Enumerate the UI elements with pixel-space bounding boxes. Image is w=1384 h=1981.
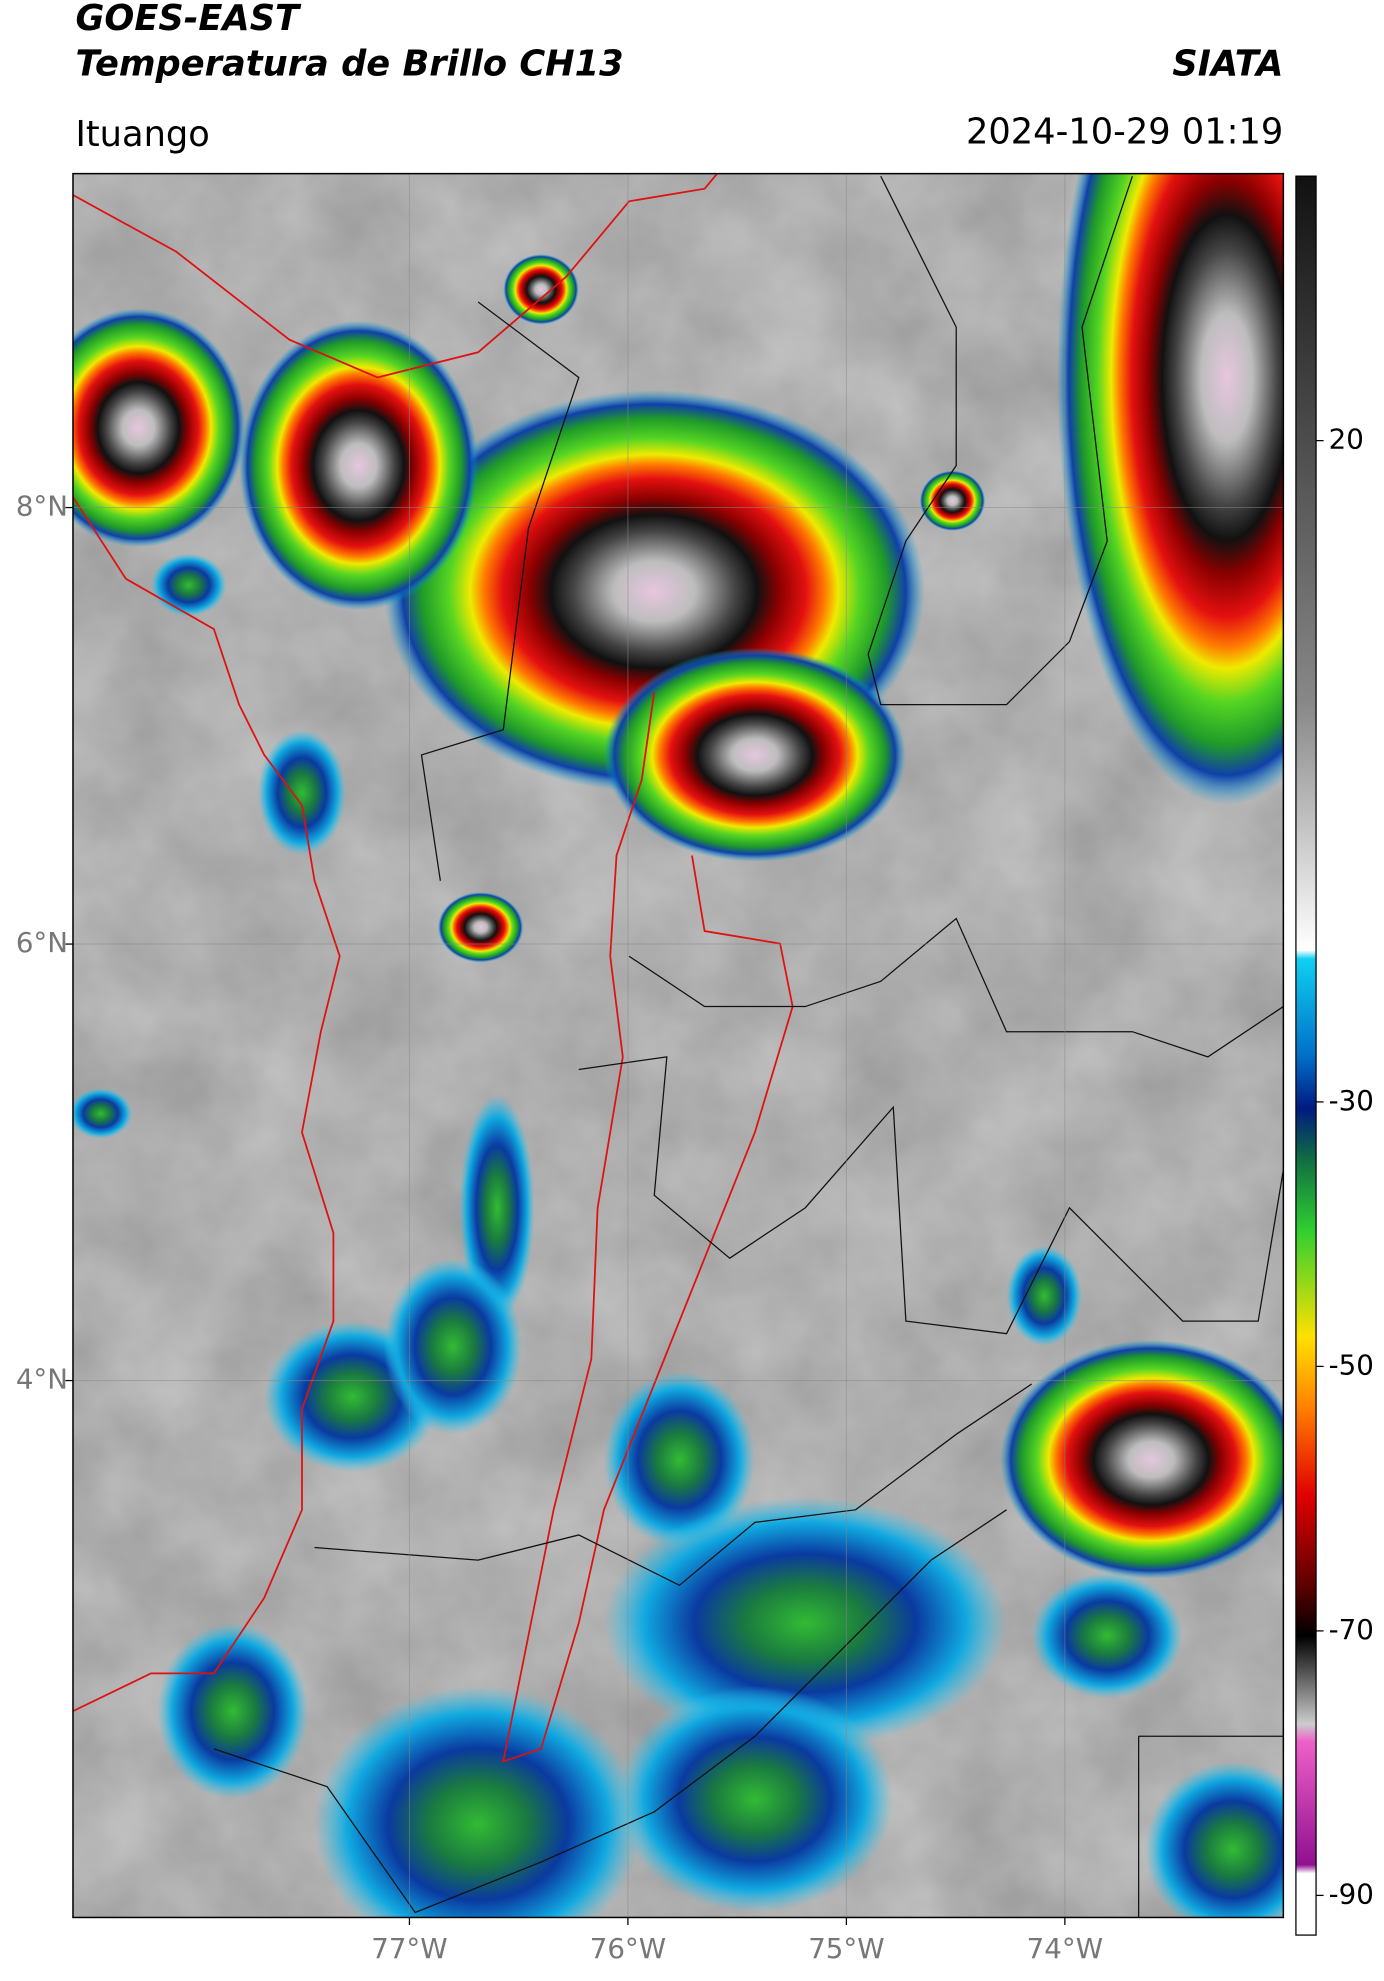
subtitle: Temperatura de Brillo CH13 xyxy=(75,43,623,84)
y-tick-label: 4°N xyxy=(16,1363,68,1396)
colorbar-tick-label: -50 xyxy=(1329,1348,1374,1381)
colorbar-tick-label: -30 xyxy=(1329,1084,1374,1117)
x-tick-label: 76°W xyxy=(590,1932,666,1965)
colorbar-tick-label: 20 xyxy=(1329,423,1364,456)
colorbar-tick-label: -90 xyxy=(1329,1877,1374,1910)
x-tick-label: 74°W xyxy=(1027,1932,1103,1965)
colorbar xyxy=(1295,175,1317,1936)
location: Ituango xyxy=(75,114,209,155)
colorbar-tick-label: -70 xyxy=(1329,1613,1374,1646)
title: GOES-EAST xyxy=(75,0,302,39)
datetime: 2024-10-29 01:19 xyxy=(966,111,1283,152)
map-frame xyxy=(72,172,1285,1919)
x-tick-label: 77°W xyxy=(371,1932,447,1965)
y-tick-label: 8°N xyxy=(16,490,68,523)
map-image xyxy=(72,173,1284,1918)
source: SIATA xyxy=(1172,43,1283,84)
y-tick-label: 6°N xyxy=(16,926,68,959)
x-tick-label: 75°W xyxy=(808,1932,884,1965)
